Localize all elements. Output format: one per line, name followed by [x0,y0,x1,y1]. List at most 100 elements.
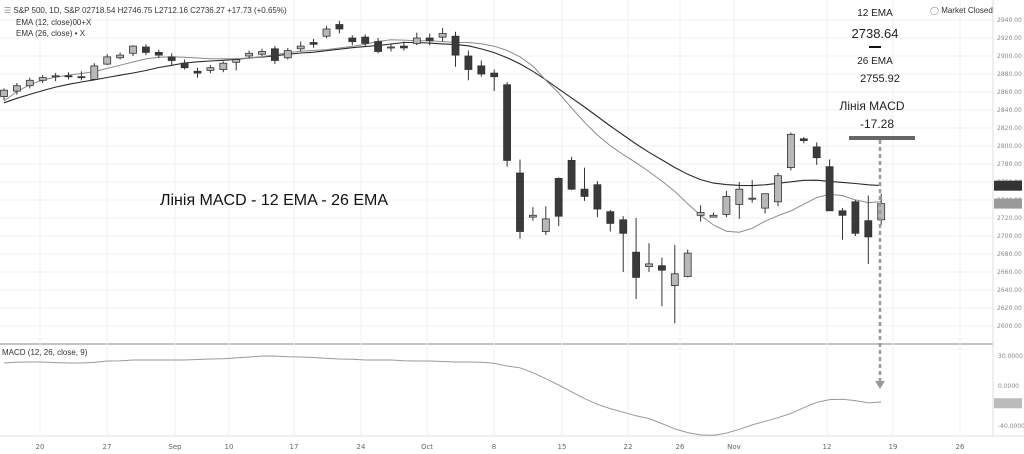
candles [0,20,886,324]
candle-body [399,45,408,49]
candle [141,44,150,56]
candle [206,65,215,74]
candle [554,177,563,227]
candle [38,74,47,83]
candle-body [283,50,292,59]
candle-body [851,201,860,234]
candle-body [193,70,202,74]
candle-body [709,214,718,218]
candle [219,61,228,73]
candle [529,207,537,221]
candle [670,245,679,324]
time-tick-label: 8 [492,443,496,451]
candle [425,33,434,46]
candle [645,243,653,272]
candle-body [77,76,86,79]
time-tick-label: 12 [823,443,832,451]
ema12-value: 2738.64 [851,26,899,41]
ema26-value: 2755.92 [860,73,900,85]
candle-body [232,59,241,63]
candle [567,156,576,191]
time-axis: 20 27 Sep 10 17 24 Oct 8 15 22 26 Nov 12 19 26 [36,443,965,451]
price-tick-label: 2620.00 [997,305,1022,312]
clock-icon: ◯ [930,6,939,15]
candle-body [270,48,279,61]
arrow-head [875,381,885,389]
candle-body [696,212,705,216]
macd-value: -17.28 [859,117,895,131]
candle-body [103,56,112,65]
time-tick-label: 22 [624,443,633,451]
time-tick-label: 26 [956,443,965,451]
candle-body [245,52,254,57]
candle [51,73,60,82]
ema12-legend[interactable]: EMA (12, close)00+X [16,18,92,27]
macd-legend[interactable]: MACD (12, 26, close, 9) [2,348,88,357]
candle [799,137,808,144]
price-tick-label: 2860.00 [997,89,1022,96]
candle-body [154,52,163,56]
candle [296,41,305,52]
price-tick-label: 2680.00 [997,251,1022,258]
candle [387,43,395,52]
candle-body [567,159,576,190]
candle-body [129,45,137,54]
minus-sign [869,46,881,48]
candle [412,32,421,46]
candle-body [748,197,757,200]
candle [129,45,137,56]
candle [335,20,344,34]
candle-body [477,65,486,75]
candle-body [670,273,679,286]
candle [64,72,73,80]
candle-body [541,218,550,232]
candle [77,71,86,81]
candle [167,53,176,66]
candle [812,142,821,165]
candle-body [167,56,176,61]
price-tick-label: 2700.00 [997,233,1022,240]
candle [245,50,254,59]
price-tick-label: 2940.00 [997,17,1022,24]
candle [503,82,512,167]
collapse-icon[interactable]: ☰ [4,6,12,15]
macd-panel: 30.0000 0.0000 -40.0000 [3,353,1024,436]
candle-body [206,67,215,71]
price-axis: 2940.00 2920.00 2900.00 2880.00 2860.00 2840.… [994,17,1022,330]
time-tick-label: Sep [168,443,182,451]
candle-body [141,46,150,53]
candle [12,83,21,95]
candle-body [38,77,47,81]
price-tick-label: 2840.00 [997,107,1022,114]
price-tick-label: 2920.00 [997,35,1022,42]
time-tick-label: 19 [889,443,898,451]
candle [451,31,460,67]
time-tick-label: 20 [36,443,45,451]
macd-line [3,355,882,436]
candle [103,54,112,65]
candle-body [503,84,512,161]
candle [632,218,640,299]
candle [180,59,189,70]
ema26-path [3,41,882,187]
time-tick-label: 24 [357,443,366,451]
macd-arrow [875,140,885,389]
candle [270,46,279,65]
price-tick-label: 2820.00 [997,125,1022,132]
macd-value-tag [994,398,1022,409]
candle [787,132,795,171]
candle-body [735,188,744,205]
candle [838,208,847,240]
candle [619,216,628,272]
candle [593,181,602,218]
ema26-legend[interactable]: EMA (26, close) • X [16,29,86,38]
candle-body [438,33,447,38]
ema26-price-tag [994,180,1022,191]
candle-body [580,188,589,197]
candle [658,257,666,307]
time-tick-label: 17 [290,443,299,451]
time-tick-label: Nov [727,443,741,451]
candle [490,69,499,92]
candle-body [645,263,653,267]
